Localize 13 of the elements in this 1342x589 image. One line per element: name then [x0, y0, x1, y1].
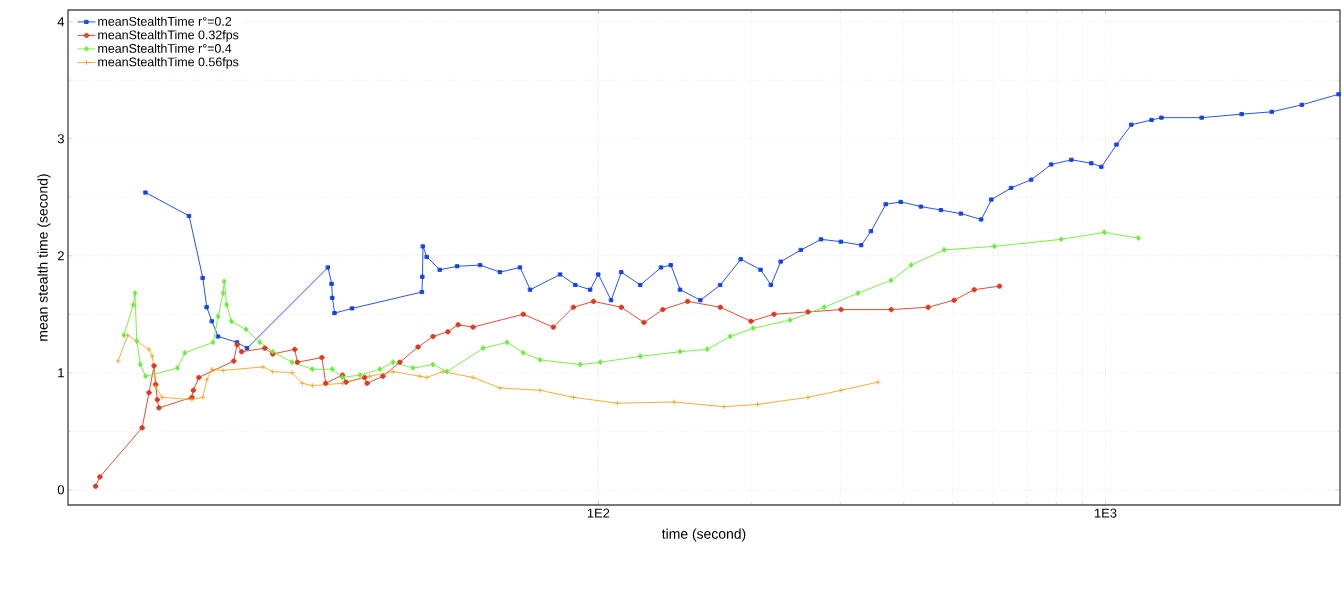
x-axis-title: time (second) — [661, 528, 746, 542]
legend-label: meanStealthTime 0.56fps — [98, 57, 239, 69]
legend-label: meanStealthTime 0.32fps — [98, 30, 239, 42]
y-tick-label: 2 — [57, 251, 64, 261]
x-tick-label: 1E3 — [1094, 508, 1117, 518]
y-tick-label: 1 — [58, 368, 64, 378]
x-tick-label: 1E2 — [587, 508, 610, 518]
y-axis-title: mean stealth time (second) — [37, 174, 51, 341]
y-tick-label: 0 — [57, 485, 64, 495]
legend-label: meanStealthTime r°=0.4 — [98, 43, 232, 53]
y-tick-label: 3 — [57, 134, 64, 144]
legend-label: meanStealthTime r°=0.2 — [98, 16, 232, 26]
y-tick-label: 4 — [57, 17, 65, 27]
